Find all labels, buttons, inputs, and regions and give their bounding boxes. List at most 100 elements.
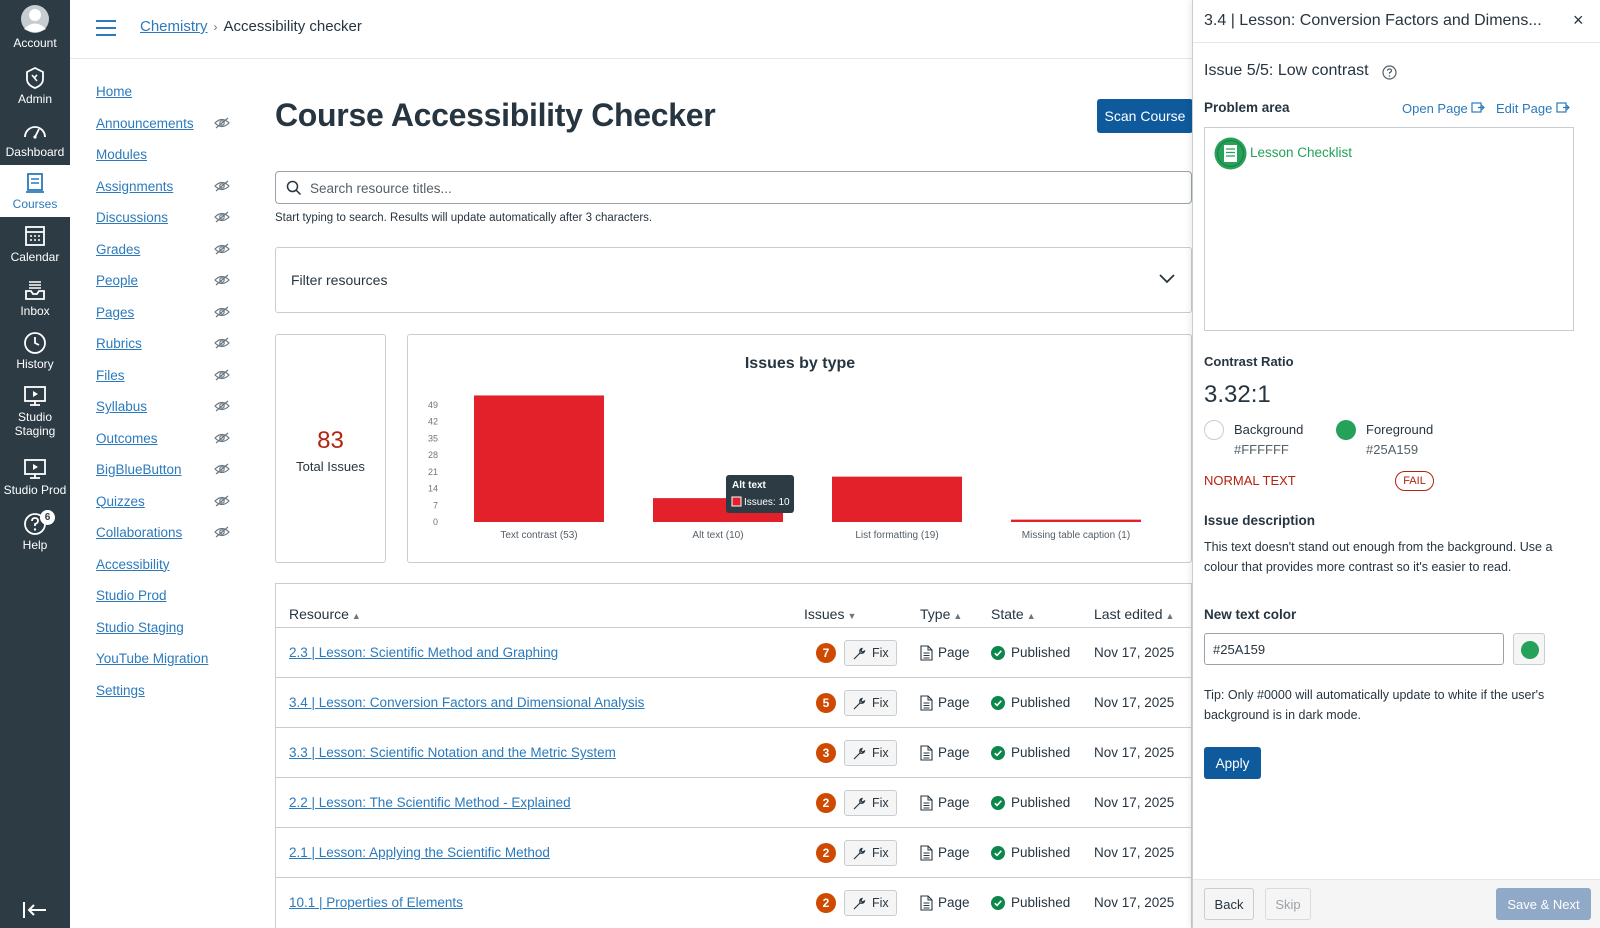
scan-course-button[interactable]: Scan Course [1097, 99, 1193, 133]
course-nav-link[interactable]: Settings [96, 682, 145, 698]
resource-link[interactable]: 2.1 | Lesson: Applying the Scientific Me… [289, 845, 550, 860]
resource-link[interactable]: 3.4 | Lesson: Conversion Factors and Dim… [289, 695, 645, 710]
collapse-icon [23, 902, 46, 918]
nav-calendar[interactable]: Calendar [0, 224, 70, 270]
nav-studio-prod[interactable]: Studio Prod [0, 457, 70, 503]
state-label: Published [1011, 745, 1071, 760]
nav-courses[interactable]: Courses [0, 165, 70, 217]
course-nav-link[interactable]: Outcomes [96, 430, 158, 446]
category-label: Missing table caption (1) [1022, 530, 1130, 541]
course-nav-toggle[interactable] [96, 20, 116, 36]
course-nav-link[interactable]: Quizzes [96, 493, 145, 509]
close-icon[interactable]: × [1573, 10, 1584, 30]
course-nav-link[interactable]: Collaborations [96, 525, 183, 540]
nav-inbox[interactable]: Inbox [0, 278, 70, 324]
type-label: Page [938, 645, 970, 660]
state-label: Published [1011, 695, 1071, 710]
open-page-link[interactable]: Open Page [1402, 101, 1486, 116]
fix-button[interactable]: Fix [844, 690, 897, 716]
course-nav-link[interactable]: Studio Prod [96, 588, 167, 603]
published-check-icon [991, 696, 1005, 710]
resource-link[interactable]: 10.1 | Properties of Elements [289, 895, 463, 910]
header-resource[interactable]: Resource ▲︎ [289, 606, 361, 622]
calendar-icon [25, 226, 45, 246]
save-next-button[interactable]: Save & Next [1496, 888, 1591, 920]
problem-area-label: Problem area [1204, 100, 1290, 115]
resources-table: Resource ▲︎ Issues ▼ Type ▲ State ▲ Last edi… [275, 583, 1192, 928]
course-nav-link[interactable]: Grades [96, 241, 141, 257]
fix-button[interactable]: Fix [844, 890, 897, 916]
resource-link[interactable]: 2.2 | Lesson: The Scientific Method - Ex… [289, 795, 571, 810]
table-row: 10.1 | Properties of Elements 2 Fix Page Pub… [276, 877, 1191, 927]
last-edited-date: Nov 17, 2025 [1094, 695, 1175, 710]
course-nav-item: Outcomes [96, 431, 236, 463]
course-nav-link[interactable]: BigBlueButton [96, 462, 182, 477]
fix-button[interactable]: Fix [844, 840, 897, 866]
header-issues[interactable]: Issues ▼ [804, 606, 857, 622]
chevron-down-icon [1159, 274, 1175, 284]
resource-link[interactable]: 3.3 | Lesson: Scientific Notation and th… [289, 745, 616, 760]
nav-admin[interactable]: Admin [0, 66, 70, 112]
apply-button[interactable]: Apply [1204, 747, 1261, 779]
course-nav-item: Pages [96, 305, 236, 337]
nav-help-label: Help [22, 538, 48, 552]
skip-button[interactable]: Skip [1265, 888, 1311, 920]
nav-account[interactable]: Account [0, 4, 70, 54]
fix-button[interactable]: Fix [844, 640, 897, 666]
course-nav-link[interactable]: Modules [96, 147, 148, 162]
back-button[interactable]: Back [1204, 888, 1254, 920]
breadcrumb-current: Accessibility checker [223, 18, 362, 35]
course-nav-link[interactable]: Discussions [96, 210, 169, 225]
last-edited-date: Nov 17, 2025 [1094, 745, 1175, 760]
collapse-nav-button[interactable] [22, 900, 48, 920]
course-nav-link[interactable]: Accessibility [96, 556, 170, 572]
new-text-color-input[interactable] [1204, 633, 1504, 665]
header-last-edited[interactable]: Last edited ▲ [1094, 606, 1175, 622]
help-icon[interactable] [1382, 65, 1397, 80]
search-input[interactable] [310, 178, 1170, 198]
edit-page-link[interactable]: Edit Page [1496, 101, 1570, 116]
course-nav-link[interactable]: Announcements [96, 115, 194, 131]
header-type[interactable]: Type ▲ [920, 606, 963, 622]
contrast-ratio-value: 3.32:1 [1204, 381, 1271, 408]
footer-divider [1193, 879, 1600, 880]
course-nav-link[interactable]: Files [96, 367, 125, 383]
wrench-icon [853, 897, 866, 910]
course-nav-link[interactable]: YouTube Migration [96, 651, 209, 666]
course-nav-link[interactable]: Pages [96, 304, 135, 320]
course-nav-link[interactable]: Assignments [96, 178, 174, 194]
wrench-icon [853, 747, 866, 760]
filter-resources-toggle[interactable]: Filter resources [275, 247, 1192, 313]
y-tick-label: 14 [428, 484, 438, 494]
nav-dashboard[interactable]: Dashboard [0, 119, 70, 165]
course-nav-link[interactable]: Home [96, 84, 133, 99]
course-nav: Home Announcements Modules Assignments Discu… [96, 84, 236, 714]
nav-help[interactable]: 6 Help [0, 510, 70, 558]
course-nav-link[interactable]: People [96, 273, 139, 288]
type-label: Page [938, 845, 970, 860]
tooltip-box [726, 475, 794, 513]
issue-heading: Issue 5/5: Low contrast [1204, 62, 1369, 79]
nav-history[interactable]: History [0, 331, 70, 377]
nav-inbox-label: Inbox [20, 304, 50, 318]
course-nav-item: Home [96, 84, 236, 116]
fix-label: Fix [872, 896, 889, 910]
course-nav-link[interactable]: Studio Staging [96, 619, 184, 635]
fix-button[interactable]: Fix [844, 790, 897, 816]
nav-studio-staging[interactable]: Studio Staging [0, 384, 70, 444]
color-picker-button[interactable] [1513, 633, 1545, 665]
course-nav-item: People [96, 273, 236, 305]
breadcrumb-course-link[interactable]: Chemistry [140, 18, 208, 35]
wrench-icon [853, 697, 866, 710]
fix-button[interactable]: Fix [844, 740, 897, 766]
resource-link[interactable]: 2.3 | Lesson: Scientific Method and Grap… [289, 645, 559, 660]
table-row: 3.3 | Lesson: Scientific Notation and th… [276, 727, 1191, 777]
bar-2 [832, 476, 962, 522]
inbox-icon [25, 281, 45, 300]
course-nav-link[interactable]: Syllabus [96, 399, 148, 414]
type-label: Page [938, 895, 970, 910]
header-state[interactable]: State ▲ [991, 606, 1036, 622]
course-nav-link[interactable]: Rubrics [96, 336, 142, 351]
y-tick-label: 0 [433, 517, 438, 527]
issue-count-badge: 2 [816, 793, 836, 813]
